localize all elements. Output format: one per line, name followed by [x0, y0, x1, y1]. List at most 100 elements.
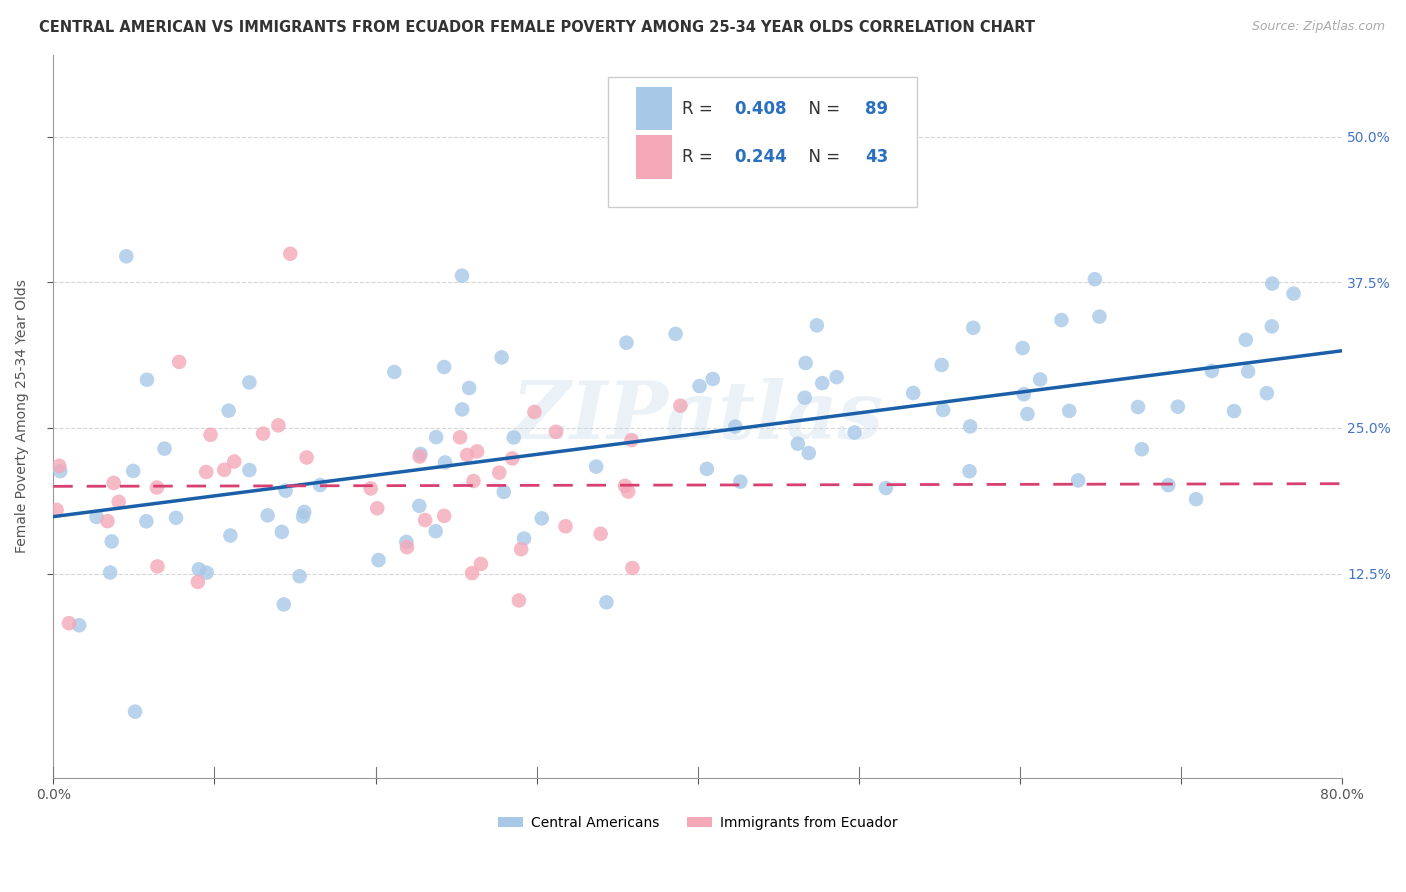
Text: R =: R = [682, 148, 718, 166]
Point [463, 474, 485, 488]
Point [1012, 387, 1035, 401]
Point [530, 511, 553, 525]
Point [107, 495, 129, 509]
Text: N =: N = [799, 148, 845, 166]
Point [523, 405, 546, 419]
Point [86, 510, 108, 524]
Point [1185, 492, 1208, 507]
Point [449, 430, 471, 444]
Point [825, 370, 848, 384]
Point [309, 478, 332, 492]
Point [1017, 407, 1039, 421]
Point [931, 358, 953, 372]
Point [153, 442, 176, 456]
Point [122, 464, 145, 478]
Point [456, 448, 478, 462]
Text: 0.408: 0.408 [734, 100, 786, 118]
Point [1237, 364, 1260, 378]
Text: Source: ZipAtlas.com: Source: ZipAtlas.com [1251, 20, 1385, 33]
Point [100, 534, 122, 549]
Point [115, 249, 138, 263]
Point [278, 246, 301, 260]
Point [167, 355, 190, 369]
Point [408, 450, 430, 464]
Point [292, 509, 315, 524]
Point [425, 524, 447, 539]
Point [1029, 372, 1052, 386]
Point [67, 618, 90, 632]
Text: ZIPatlas: ZIPatlas [512, 377, 884, 455]
Point [470, 557, 492, 571]
Point [932, 403, 955, 417]
Point [1201, 364, 1223, 378]
Point [724, 419, 747, 434]
Point [793, 391, 815, 405]
Point [366, 501, 388, 516]
Point [295, 450, 318, 465]
Point [409, 447, 432, 461]
Point [501, 451, 523, 466]
Point [219, 528, 242, 542]
Point [218, 403, 240, 417]
Point [434, 455, 457, 469]
Bar [636, 87, 672, 130]
Point [962, 320, 984, 334]
Point [270, 524, 292, 539]
Point [425, 430, 447, 444]
Point [256, 508, 278, 523]
Point [492, 485, 515, 500]
Point [224, 454, 246, 468]
Point [730, 475, 752, 489]
Point [274, 483, 297, 498]
Point [665, 326, 688, 341]
Point [252, 426, 274, 441]
Point [844, 425, 866, 440]
Point [367, 553, 389, 567]
Point [200, 427, 222, 442]
Point [273, 598, 295, 612]
Point [1282, 286, 1305, 301]
Point [451, 268, 474, 283]
Y-axis label: Female Poverty Among 25-34 Year Olds: Female Poverty Among 25-34 Year Olds [15, 279, 30, 553]
Point [395, 540, 418, 554]
Point [451, 402, 474, 417]
Point [382, 365, 405, 379]
Text: CENTRAL AMERICAN VS IMMIGRANTS FROM ECUADOR FEMALE POVERTY AMONG 25-34 YEAR OLDS: CENTRAL AMERICAN VS IMMIGRANTS FROM ECUA… [39, 20, 1035, 35]
Point [614, 479, 637, 493]
Point [96, 514, 118, 528]
Point [696, 462, 718, 476]
Point [959, 464, 981, 478]
Point [1011, 341, 1033, 355]
Text: 89: 89 [865, 100, 889, 118]
Point [124, 705, 146, 719]
Point [544, 425, 567, 439]
Point [811, 376, 834, 391]
Point [1130, 442, 1153, 457]
Point [1057, 404, 1080, 418]
Point [1256, 386, 1278, 401]
Point [135, 514, 157, 528]
Point [616, 335, 638, 350]
Point [491, 351, 513, 365]
Point [360, 482, 382, 496]
Point [136, 373, 159, 387]
Point [433, 508, 456, 523]
Legend: Central Americans, Immigrants from Ecuador: Central Americans, Immigrants from Ecuad… [492, 811, 904, 836]
Point [617, 484, 640, 499]
Point [621, 561, 644, 575]
Point [513, 532, 536, 546]
Point [508, 593, 530, 607]
Point [98, 566, 121, 580]
Point [49, 464, 72, 478]
Point [165, 510, 187, 524]
Point [58, 616, 80, 631]
Point [146, 559, 169, 574]
Point [702, 372, 724, 386]
Point [103, 475, 125, 490]
Point [959, 419, 981, 434]
Point [488, 466, 510, 480]
Point [620, 433, 643, 447]
FancyBboxPatch shape [607, 77, 917, 207]
Point [1084, 272, 1107, 286]
Point [465, 444, 488, 458]
